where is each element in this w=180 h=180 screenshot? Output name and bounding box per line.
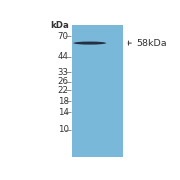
Text: 26: 26 [58,77,69,86]
Text: 44: 44 [58,52,69,61]
Text: 10: 10 [58,125,69,134]
Text: 14: 14 [58,108,69,117]
Text: kDa: kDa [50,21,69,30]
Text: 70: 70 [58,32,69,41]
Ellipse shape [73,42,106,45]
Text: 18: 18 [58,97,69,106]
Text: 22: 22 [58,86,69,95]
Text: 33: 33 [58,68,69,77]
Text: 58kDa: 58kDa [136,39,167,48]
Bar [72,25,123,157]
